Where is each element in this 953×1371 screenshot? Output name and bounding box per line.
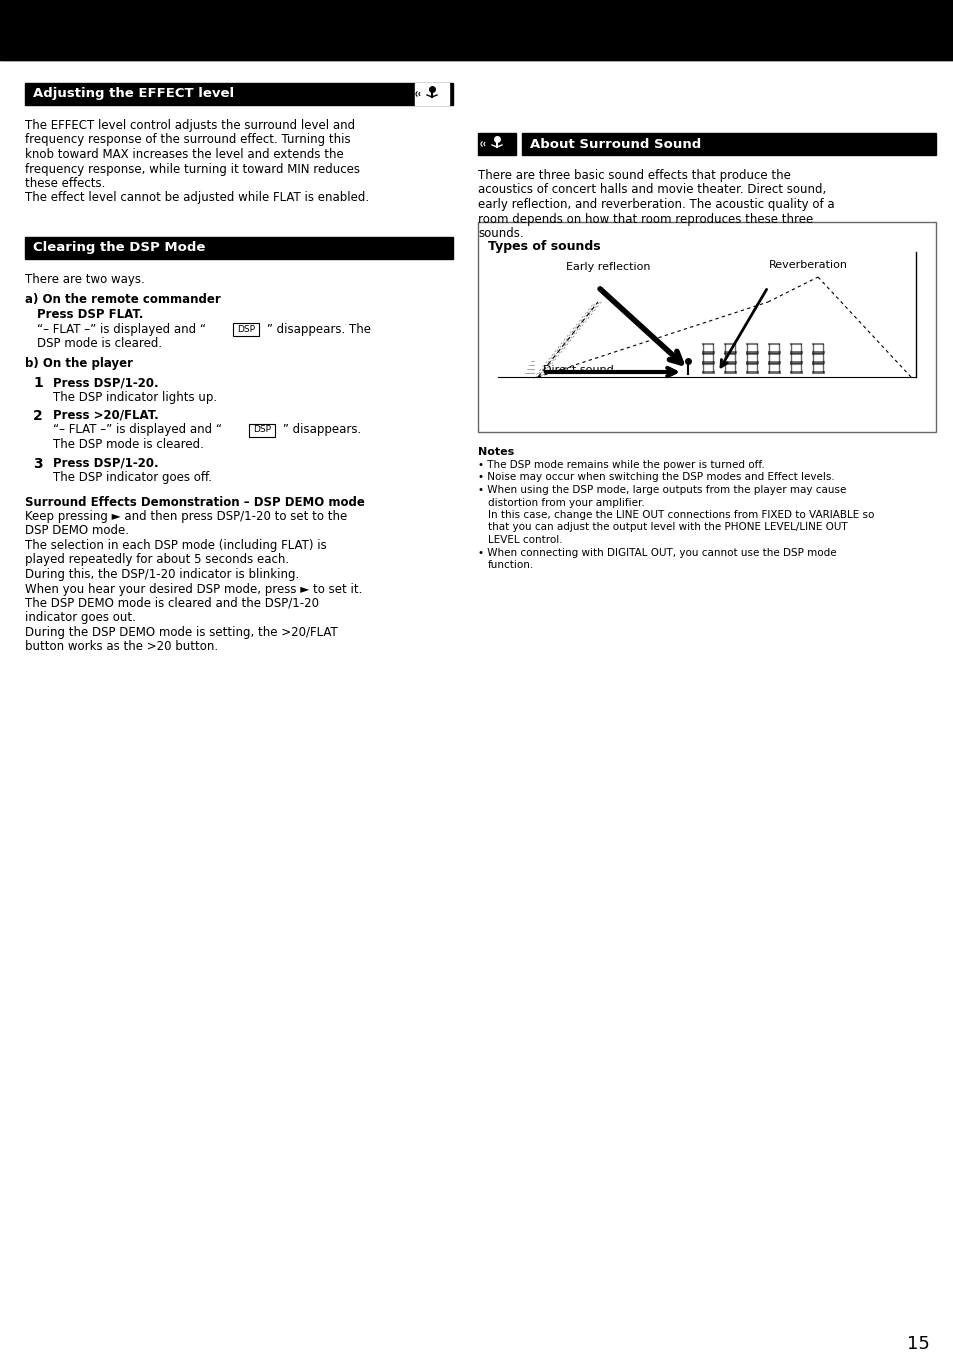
Text: “– FLAT –” is displayed and “: “– FLAT –” is displayed and “ — [53, 424, 226, 436]
Text: frequency response, while turning it toward MIN reduces: frequency response, while turning it tow… — [25, 163, 359, 175]
Text: 2: 2 — [33, 409, 43, 424]
Text: Early reflection: Early reflection — [565, 262, 650, 271]
Text: DSP: DSP — [253, 425, 271, 435]
Text: played repeatedly for about 5 seconds each.: played repeatedly for about 5 seconds ea… — [25, 554, 289, 566]
Text: indicator goes out.: indicator goes out. — [25, 611, 135, 625]
Text: DSP: DSP — [236, 325, 254, 333]
Bar — [25, 84, 453, 106]
Text: that you can adjust the output level with the PHONE LEVEL/LINE OUT: that you can adjust the output level wit… — [488, 522, 846, 532]
Bar — [477, 222, 935, 432]
Text: Clearing the DSP Mode: Clearing the DSP Mode — [33, 241, 205, 255]
Text: Press DSP/1-20.: Press DSP/1-20. — [53, 457, 158, 469]
Text: Surround Effects Demonstration – DSP DEMO mode: Surround Effects Demonstration – DSP DEM… — [25, 495, 364, 509]
Text: function.: function. — [488, 559, 534, 570]
Text: • When connecting with DIGITAL OUT, you cannot use the DSP mode: • When connecting with DIGITAL OUT, you … — [477, 547, 836, 558]
Text: Adjusting the EFFECT level: Adjusting the EFFECT level — [33, 88, 233, 100]
Text: The EFFECT level control adjusts the surround level and: The EFFECT level control adjusts the sur… — [25, 119, 355, 132]
Text: sounds.: sounds. — [477, 228, 523, 240]
Text: DSP DEMO mode.: DSP DEMO mode. — [25, 525, 129, 537]
Text: Notes: Notes — [477, 447, 514, 457]
Text: “– FLAT –” is displayed and “: “– FLAT –” is displayed and “ — [37, 322, 210, 336]
Text: The DSP mode is cleared.: The DSP mode is cleared. — [53, 437, 204, 451]
Text: • The DSP mode remains while the power is turned off.: • The DSP mode remains while the power i… — [477, 461, 764, 470]
Text: The effect level cannot be adjusted while FLAT is enabled.: The effect level cannot be adjusted whil… — [25, 192, 369, 204]
Text: There are two ways.: There are two ways. — [25, 273, 145, 287]
Text: Press DSP FLAT.: Press DSP FLAT. — [37, 308, 143, 321]
Text: The selection in each DSP mode (including FLAT) is: The selection in each DSP mode (includin… — [25, 539, 327, 553]
Text: 3: 3 — [33, 457, 43, 470]
Text: room depends on how that room reproduces these three: room depends on how that room reproduces… — [477, 213, 812, 225]
Bar — [249, 424, 274, 436]
Bar — [25, 237, 453, 259]
Text: Direct sound: Direct sound — [542, 365, 613, 376]
Text: ” disappears. The: ” disappears. The — [263, 322, 371, 336]
Text: • Noise may occur when switching the DSP modes and Effect levels.: • Noise may occur when switching the DSP… — [477, 473, 834, 483]
Text: There are three basic sound effects that produce the: There are three basic sound effects that… — [477, 169, 790, 182]
Text: these effects.: these effects. — [25, 177, 105, 191]
Text: a) On the remote commander: a) On the remote commander — [25, 293, 220, 307]
Text: acoustics of concert halls and movie theater. Direct sound,: acoustics of concert halls and movie the… — [477, 184, 825, 196]
Text: 15: 15 — [905, 1335, 928, 1353]
Text: • When using the DSP mode, large outputs from the player may cause: • When using the DSP mode, large outputs… — [477, 485, 845, 495]
Text: 1: 1 — [33, 376, 43, 389]
Text: During this, the DSP/1-20 indicator is blinking.: During this, the DSP/1-20 indicator is b… — [25, 568, 299, 581]
Bar — [477, 133, 516, 155]
Bar — [233, 322, 258, 336]
Text: During the DSP DEMO mode is setting, the >20/FLAT: During the DSP DEMO mode is setting, the… — [25, 627, 337, 639]
Text: ” disappears.: ” disappears. — [278, 424, 361, 436]
Text: early reflection, and reverberation. The acoustic quality of a: early reflection, and reverberation. The… — [477, 197, 834, 211]
Text: Press >20/FLAT.: Press >20/FLAT. — [53, 409, 158, 422]
Text: frequency response of the surround effect. Turning this: frequency response of the surround effec… — [25, 133, 351, 147]
Text: In this case, change the LINE OUT connections from FIXED to VARIABLE so: In this case, change the LINE OUT connec… — [488, 510, 874, 520]
Text: b) On the player: b) On the player — [25, 358, 132, 370]
Bar — [0, 0, 953, 60]
Text: The DSP indicator lights up.: The DSP indicator lights up. — [53, 391, 217, 403]
Text: Types of sounds: Types of sounds — [488, 240, 600, 254]
Text: Reverberation: Reverberation — [768, 260, 846, 270]
Text: knob toward MAX increases the level and extends the: knob toward MAX increases the level and … — [25, 148, 343, 160]
Bar — [415, 84, 449, 106]
Text: LEVEL control.: LEVEL control. — [488, 535, 562, 546]
Text: DSP mode is cleared.: DSP mode is cleared. — [37, 337, 162, 350]
Text: The DSP indicator goes off.: The DSP indicator goes off. — [53, 472, 212, 484]
Text: button works as the >20 button.: button works as the >20 button. — [25, 640, 218, 654]
Text: When you hear your desired DSP mode, press ► to set it.: When you hear your desired DSP mode, pre… — [25, 583, 362, 595]
Text: The DSP DEMO mode is cleared and the DSP/1-20: The DSP DEMO mode is cleared and the DSP… — [25, 596, 318, 610]
Text: About Surround Sound: About Surround Sound — [530, 137, 700, 151]
Text: distortion from your amplifier.: distortion from your amplifier. — [488, 498, 644, 507]
Polygon shape — [520, 352, 535, 377]
Text: Press DSP/1-20.: Press DSP/1-20. — [53, 376, 158, 389]
Text: Keep pressing ► and then press DSP/1-20 to set to the: Keep pressing ► and then press DSP/1-20 … — [25, 510, 347, 522]
Bar — [521, 133, 935, 155]
